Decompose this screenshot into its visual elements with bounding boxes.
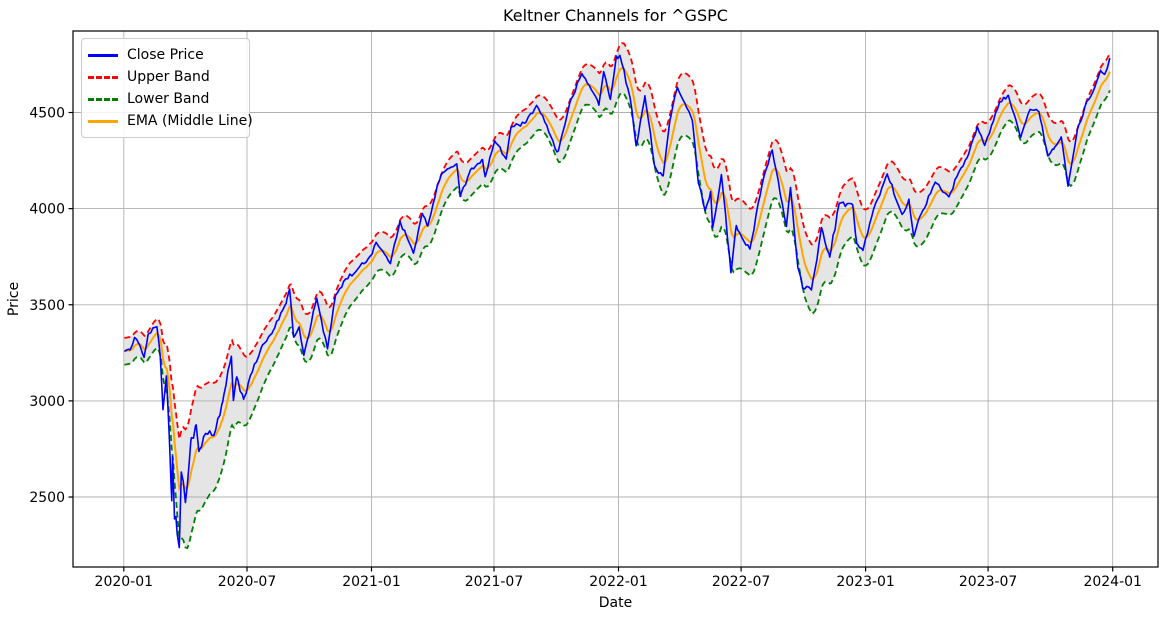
legend-label: Upper Band [127, 69, 210, 85]
x-tick-label: 2021-01 [342, 574, 401, 590]
channel-band-fill [124, 43, 1110, 548]
lower-band-line [124, 90, 1111, 550]
ema-line [124, 67, 1111, 492]
x-tick-label: 2023-01 [836, 574, 895, 590]
chart-title: Keltner Channels for ^GSPC [503, 6, 728, 25]
close-price-line [124, 54, 1111, 549]
x-tick-label: 2020-07 [218, 574, 277, 590]
y-tick-label: 3000 [29, 394, 65, 410]
close-price-line-sample [88, 53, 118, 57]
legend-item-lower-band: Lower Band [88, 88, 241, 110]
legend-label: Lower Band [127, 91, 210, 107]
lower-band-line-sample [88, 97, 118, 101]
legend-label: Close Price [127, 47, 204, 63]
ema-line-sample [88, 119, 118, 123]
legend-item-ema: EMA (Middle Line) [88, 110, 253, 132]
x-axis-label: Date [598, 595, 633, 611]
y-tick-label: 2500 [29, 490, 65, 506]
y-tick-label: 3500 [29, 298, 65, 314]
y-axis-label: Price [6, 281, 22, 317]
x-tick-label: 2024-01 [1083, 574, 1142, 590]
upper-band-line-sample [88, 75, 118, 79]
legend-box: Close Price Upper Band Lower Band EMA (M… [81, 38, 253, 138]
legend-label: EMA (Middle Line) [127, 113, 253, 129]
y-tick-label: 4500 [29, 106, 65, 122]
legend-item-upper-band: Upper Band [88, 66, 241, 88]
legend-item-close-price: Close Price [88, 44, 241, 66]
x-tick-label: 2021-07 [465, 574, 524, 590]
y-tick-label: 4000 [29, 202, 65, 218]
axes-frame [72, 30, 1159, 568]
x-tick-label: 2022-07 [712, 574, 771, 590]
x-tick-label: 2020-01 [95, 574, 154, 590]
x-tick-label: 2023-07 [959, 574, 1018, 590]
x-tick-label: 2022-01 [589, 574, 648, 590]
